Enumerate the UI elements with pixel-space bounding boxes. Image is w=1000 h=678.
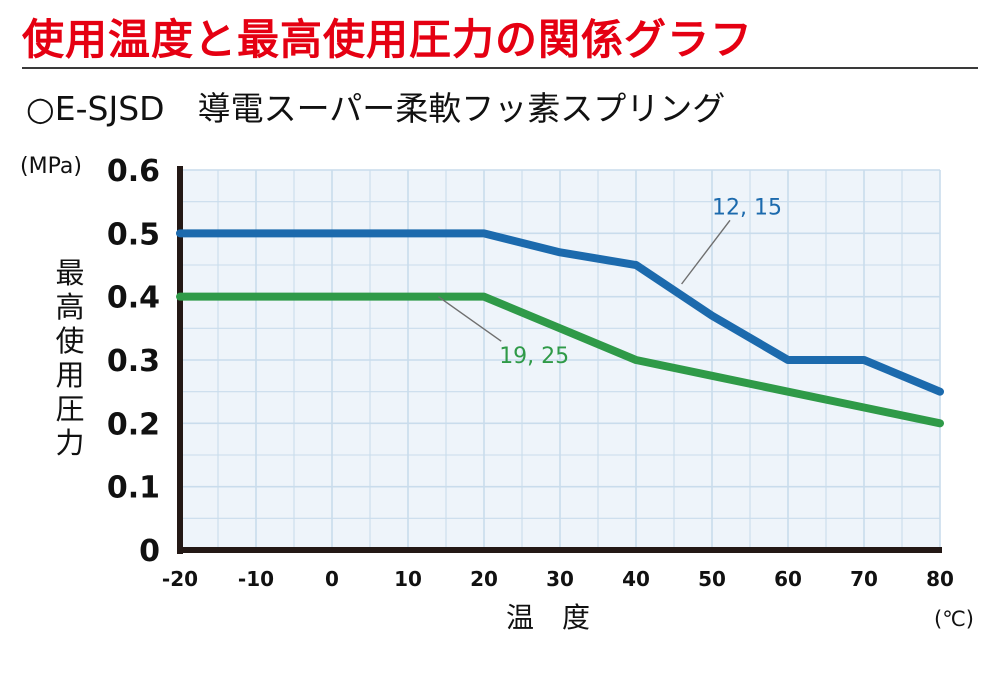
x-axis-unit: (℃): [934, 607, 974, 631]
x-tick-label: 10: [394, 567, 422, 591]
series-line-19-25: [176, 292, 944, 428]
x-tick-label: 50: [698, 567, 726, 591]
y-axis-label-char: 力: [55, 426, 85, 460]
y-axis-label: 最高使用圧力: [50, 256, 90, 460]
y-tick-label: 0: [139, 534, 160, 569]
series-lines: [176, 229, 944, 428]
series-label-19-25: 19, 25: [499, 344, 569, 369]
x-tick-label: 80: [926, 567, 954, 591]
y-tick-label: 0.6: [107, 154, 160, 189]
title-divider: [22, 67, 978, 69]
y-axis-unit: (MPa): [20, 154, 82, 179]
y-axis-label-char: 高: [55, 290, 85, 324]
y-tick-label: 0.4: [107, 281, 160, 316]
page-title: 使用温度と最高使用圧力の関係グラフ: [22, 15, 754, 64]
y-axis-label-char: 用: [55, 358, 85, 392]
leader-line-19-25: [437, 296, 502, 342]
x-tick-label: 40: [622, 567, 650, 591]
y-axis-label-char: 使: [55, 324, 85, 358]
x-tick-label: 60: [774, 567, 802, 591]
leader-line-12-15: [681, 219, 731, 285]
y-tick-label: 0.3: [107, 344, 160, 379]
y-axis-label-char: 最: [55, 256, 85, 290]
x-tick-label: -20: [162, 567, 198, 591]
x-tick-label: 20: [470, 567, 498, 591]
y-tick-label: 0.5: [107, 217, 160, 252]
x-tick-label: 70: [850, 567, 878, 591]
tick-labels: -20 -10 0 10 20 30 40 50 60 70 80 0 0.1 0.2 0.3 0.4 0.5 0…: [107, 154, 954, 591]
y-tick-label: 0.2: [107, 407, 160, 442]
x-tick-label: -10: [238, 567, 274, 591]
series-labels: 12, 15 19, 25: [437, 195, 782, 369]
y-axis-label-char: 圧: [55, 392, 85, 426]
series-label-12-15: 12, 15: [712, 195, 782, 220]
x-tick-label: 0: [325, 567, 339, 591]
series-line-12-15: [176, 229, 944, 396]
x-tick-label: 30: [546, 567, 574, 591]
x-axis-label: 温 度: [506, 601, 590, 634]
product-subtitle: ○E-SJSD 導電スーパー柔軟フッ素スプリング: [26, 89, 726, 128]
y-tick-label: 0.1: [107, 471, 160, 506]
